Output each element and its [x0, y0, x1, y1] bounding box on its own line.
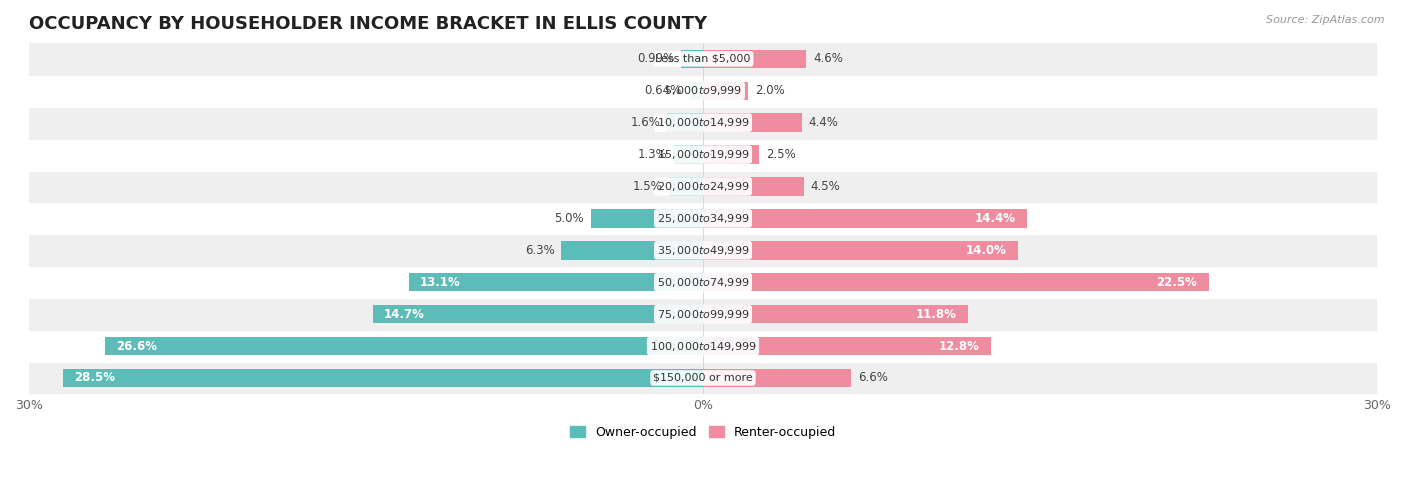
- Text: 2.0%: 2.0%: [755, 84, 785, 97]
- Text: $5,000 to $9,999: $5,000 to $9,999: [664, 84, 742, 97]
- Text: 11.8%: 11.8%: [917, 308, 957, 320]
- Text: 5.0%: 5.0%: [554, 212, 583, 225]
- Bar: [30, 203, 1376, 234]
- Bar: [703, 273, 1209, 292]
- Text: 22.5%: 22.5%: [1157, 276, 1198, 289]
- Text: 1.3%: 1.3%: [637, 148, 666, 161]
- Text: Less than $5,000: Less than $5,000: [655, 54, 751, 64]
- Text: 4.5%: 4.5%: [811, 180, 841, 193]
- Bar: [673, 145, 703, 164]
- Bar: [703, 337, 991, 356]
- Bar: [703, 209, 1026, 227]
- Text: 4.6%: 4.6%: [813, 52, 844, 65]
- Text: $100,000 to $149,999: $100,000 to $149,999: [650, 339, 756, 353]
- Text: $20,000 to $24,999: $20,000 to $24,999: [657, 180, 749, 193]
- Bar: [373, 305, 703, 323]
- Bar: [30, 139, 1376, 170]
- Bar: [30, 75, 1376, 107]
- Text: 6.3%: 6.3%: [524, 244, 555, 257]
- Text: 6.6%: 6.6%: [858, 372, 889, 384]
- Text: 2.5%: 2.5%: [766, 148, 796, 161]
- Text: 13.1%: 13.1%: [420, 276, 461, 289]
- Text: 12.8%: 12.8%: [938, 339, 980, 353]
- Text: $10,000 to $14,999: $10,000 to $14,999: [657, 116, 749, 129]
- Text: 0.64%: 0.64%: [644, 84, 682, 97]
- Text: $25,000 to $34,999: $25,000 to $34,999: [657, 212, 749, 225]
- Bar: [703, 145, 759, 164]
- Bar: [703, 305, 969, 323]
- Bar: [591, 209, 703, 227]
- Bar: [30, 170, 1376, 203]
- Bar: [105, 337, 703, 356]
- Text: 14.7%: 14.7%: [384, 308, 425, 320]
- Bar: [681, 50, 703, 68]
- Bar: [703, 113, 801, 132]
- Bar: [30, 266, 1376, 298]
- Bar: [703, 369, 851, 387]
- Text: 4.4%: 4.4%: [808, 116, 838, 129]
- Text: $50,000 to $74,999: $50,000 to $74,999: [657, 276, 749, 289]
- Text: OCCUPANCY BY HOUSEHOLDER INCOME BRACKET IN ELLIS COUNTY: OCCUPANCY BY HOUSEHOLDER INCOME BRACKET …: [30, 15, 707, 33]
- Bar: [30, 234, 1376, 266]
- Text: 0.99%: 0.99%: [637, 52, 673, 65]
- Bar: [703, 81, 748, 100]
- Bar: [30, 330, 1376, 362]
- Text: 1.5%: 1.5%: [633, 180, 662, 193]
- Bar: [689, 81, 703, 100]
- Text: $150,000 or more: $150,000 or more: [654, 373, 752, 383]
- Bar: [703, 241, 1018, 260]
- Text: 26.6%: 26.6%: [117, 339, 157, 353]
- Text: 14.0%: 14.0%: [966, 244, 1007, 257]
- Text: $75,000 to $99,999: $75,000 to $99,999: [657, 308, 749, 320]
- Bar: [63, 369, 703, 387]
- Text: 14.4%: 14.4%: [974, 212, 1015, 225]
- Text: 1.6%: 1.6%: [630, 116, 661, 129]
- Bar: [703, 177, 804, 196]
- Legend: Owner-occupied, Renter-occupied: Owner-occupied, Renter-occupied: [565, 421, 841, 444]
- Bar: [669, 177, 703, 196]
- Bar: [30, 298, 1376, 330]
- Bar: [30, 107, 1376, 139]
- Text: 28.5%: 28.5%: [75, 372, 115, 384]
- Bar: [703, 50, 807, 68]
- Bar: [409, 273, 703, 292]
- Bar: [30, 362, 1376, 394]
- Bar: [561, 241, 703, 260]
- Text: $15,000 to $19,999: $15,000 to $19,999: [657, 148, 749, 161]
- Bar: [666, 113, 703, 132]
- Bar: [30, 43, 1376, 75]
- Text: Source: ZipAtlas.com: Source: ZipAtlas.com: [1267, 15, 1385, 25]
- Text: $35,000 to $49,999: $35,000 to $49,999: [657, 244, 749, 257]
